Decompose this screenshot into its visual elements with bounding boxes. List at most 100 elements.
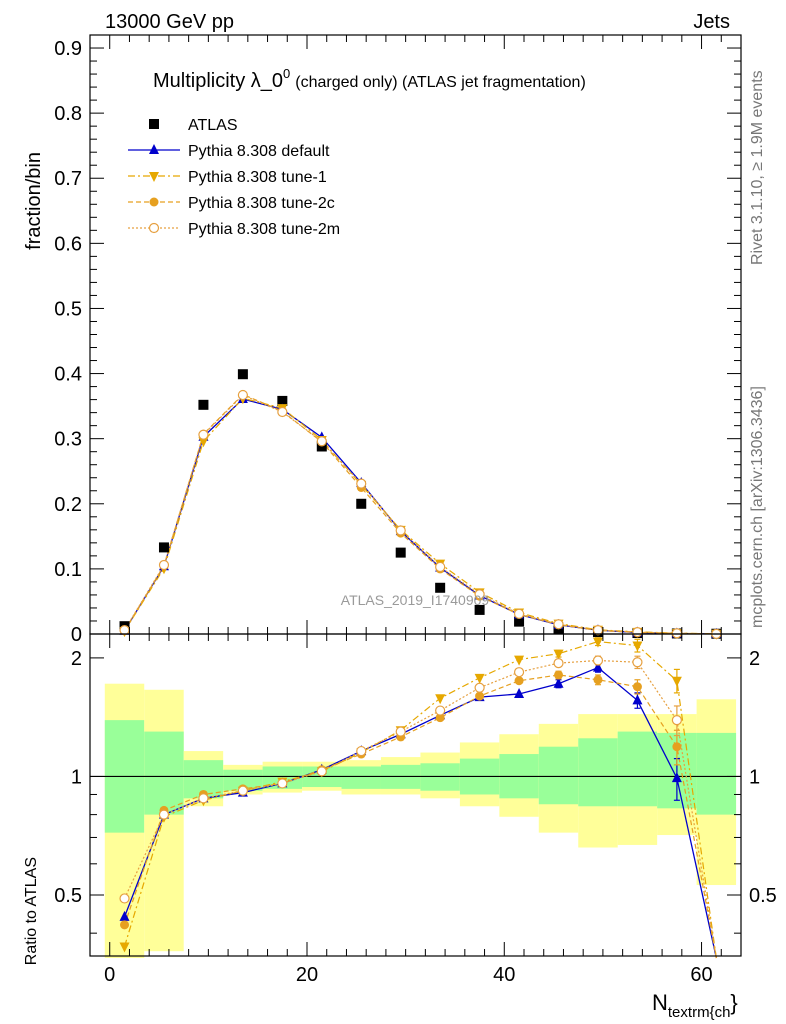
legend-marker-1 bbox=[149, 144, 159, 154]
ratio-point-s2-8 bbox=[435, 713, 445, 723]
ratio-frame bbox=[89, 633, 742, 957]
ratio-point-s3-8 bbox=[435, 705, 446, 716]
point-s0-6 bbox=[356, 498, 367, 509]
xlabel-brace: } bbox=[730, 990, 737, 1015]
ratio-point-s0-12 bbox=[592, 661, 603, 672]
point-s4-6 bbox=[356, 478, 367, 489]
y-tick-label: 0.4 bbox=[54, 364, 82, 386]
ratio-point-s2-9 bbox=[475, 691, 485, 701]
ratio-point-s3-9 bbox=[474, 682, 485, 693]
ratio-line-2 bbox=[123, 674, 717, 959]
point-s4-1 bbox=[158, 559, 170, 571]
ratio-ylabel: Ratio to ATLAS bbox=[23, 857, 40, 965]
main-title-suffix: (charged only) (ATLAS jet fragmentation) bbox=[295, 74, 586, 91]
point-s4-0 bbox=[119, 624, 130, 636]
point-s4-3 bbox=[237, 389, 248, 401]
ratio-point-s1-13 bbox=[632, 641, 643, 652]
point-s0-5 bbox=[316, 441, 327, 452]
ratio-x-tick-label: 60 bbox=[690, 964, 712, 986]
ratio-point-s1-0 bbox=[119, 942, 130, 953]
ratio-point-s2-0 bbox=[120, 920, 130, 930]
ratio-point-s0-0 bbox=[119, 910, 130, 921]
ratio-point-s0-10 bbox=[514, 687, 525, 698]
ratio-x-tick-label: 20 bbox=[296, 964, 318, 986]
ratio-point-s3-3 bbox=[237, 785, 248, 796]
ratio-point-s3-13 bbox=[632, 657, 643, 668]
point-s4-10 bbox=[513, 608, 525, 619]
top-ylabel: fraction/bin bbox=[23, 152, 45, 250]
legend-marker-0 bbox=[149, 119, 159, 129]
ratio-line-3 bbox=[123, 659, 717, 959]
point-s4-8 bbox=[435, 561, 446, 573]
point-s0-2 bbox=[198, 399, 209, 410]
legend-marker-4 bbox=[148, 222, 160, 234]
point-s0-4 bbox=[277, 395, 288, 406]
legend-marker-3 bbox=[149, 197, 159, 207]
band-green bbox=[578, 738, 618, 807]
point-s0-3 bbox=[237, 369, 248, 380]
ratio-point-s0-13 bbox=[632, 694, 643, 705]
ratio-y-tick-label-right: 0.5 bbox=[749, 885, 777, 907]
ratio-y-tick-label-right: 1 bbox=[749, 766, 760, 788]
ratio-point-s3-1 bbox=[158, 809, 170, 820]
process-label: Jets bbox=[693, 11, 730, 33]
point-s0-1 bbox=[158, 542, 169, 553]
main-title-text: Multiplicity λ_0 bbox=[153, 70, 283, 92]
mcplots-label: mcplots.cern.ch [arXiv:1306.3436] bbox=[749, 386, 766, 628]
ratio-point-s3-4 bbox=[277, 778, 288, 789]
ratio-point-s3-6 bbox=[356, 745, 367, 757]
y-tick-label: 0.6 bbox=[54, 233, 82, 255]
ratio-panel: 0.5 0.51 12 20 20 40 60 Ntextrm{ch} bbox=[54, 633, 777, 1021]
legend-label-0: ATLAS bbox=[188, 117, 238, 134]
point-s4-2 bbox=[198, 429, 209, 440]
point-s4-4 bbox=[277, 406, 288, 418]
legend-label-4: Pythia 8.308 tune-2m bbox=[188, 221, 340, 238]
ratio-point-s1-8 bbox=[435, 694, 446, 705]
ratio-y-tick-label: 2 bbox=[71, 648, 82, 670]
point-s0-8 bbox=[435, 582, 446, 593]
ratio-marks bbox=[119, 637, 717, 959]
legend-label-3: Pythia 8.308 tune-2c bbox=[188, 195, 335, 212]
ratio-point-s3-14 bbox=[671, 715, 682, 726]
ratio-point-s2-14 bbox=[672, 742, 682, 752]
ratio-x-tick-label: 0 bbox=[104, 964, 115, 986]
legend-label-2: Pythia 8.308 tune-1 bbox=[188, 169, 327, 186]
ratio-point-s2-11 bbox=[554, 670, 564, 680]
series-line-4 bbox=[124, 394, 717, 635]
ratio-xlabel: Ntextrm{ch} bbox=[652, 990, 738, 1021]
ratio-point-s3-7 bbox=[395, 726, 406, 737]
ratio-axes: 0.5 0.51 12 20 20 40 60 bbox=[54, 634, 777, 986]
ratio-point-s1-10 bbox=[514, 655, 525, 666]
ratio-point-s1-11 bbox=[553, 649, 564, 660]
main-axes: 0 0.1 0.2 0.3 0.4 0.5 0.6 0.7 0.8 0.9 bbox=[54, 35, 742, 646]
legend: ATLAS Pythia 8.308 default Pythia 8.308 tu… bbox=[128, 117, 340, 238]
ratio-point-s0-11 bbox=[553, 677, 564, 688]
point-s2-2 bbox=[198, 437, 209, 448]
ratio-point-s3-10 bbox=[513, 667, 525, 678]
y-tick-label: 0.9 bbox=[54, 38, 82, 60]
band-green bbox=[144, 731, 184, 815]
ratio-line-1 bbox=[123, 640, 717, 959]
xlabel-main: N bbox=[652, 990, 668, 1015]
ratio-bands bbox=[90, 683, 741, 958]
ratio-point-s2-12 bbox=[593, 675, 603, 685]
point-s4-5 bbox=[316, 436, 327, 447]
point-s0-7 bbox=[395, 547, 406, 558]
ratio-point-s1-9 bbox=[474, 673, 485, 684]
ratio-point-s1-12 bbox=[592, 637, 603, 648]
y-tick-label: 0.7 bbox=[54, 168, 82, 190]
ratio-point-s3-11 bbox=[553, 658, 564, 669]
band-green bbox=[341, 766, 381, 789]
y-tick-label: 0.2 bbox=[54, 494, 82, 516]
point-s4-11 bbox=[553, 619, 564, 630]
ratio-point-s2-10 bbox=[514, 676, 524, 686]
main-title: Multiplicity λ_00 (charged only) (ATLAS j… bbox=[153, 66, 586, 92]
point-s4-9 bbox=[474, 589, 485, 600]
main-panel: ATLAS_2019_I1740909 00.10.20.30.40.50.60… bbox=[54, 34, 742, 646]
analysis-watermark: ATLAS_2019_I1740909 bbox=[341, 592, 490, 608]
band-green bbox=[696, 732, 737, 815]
legend-marker-2 bbox=[149, 172, 159, 182]
legend-label-1: Pythia 8.308 default bbox=[188, 143, 330, 160]
band-green bbox=[223, 769, 263, 791]
